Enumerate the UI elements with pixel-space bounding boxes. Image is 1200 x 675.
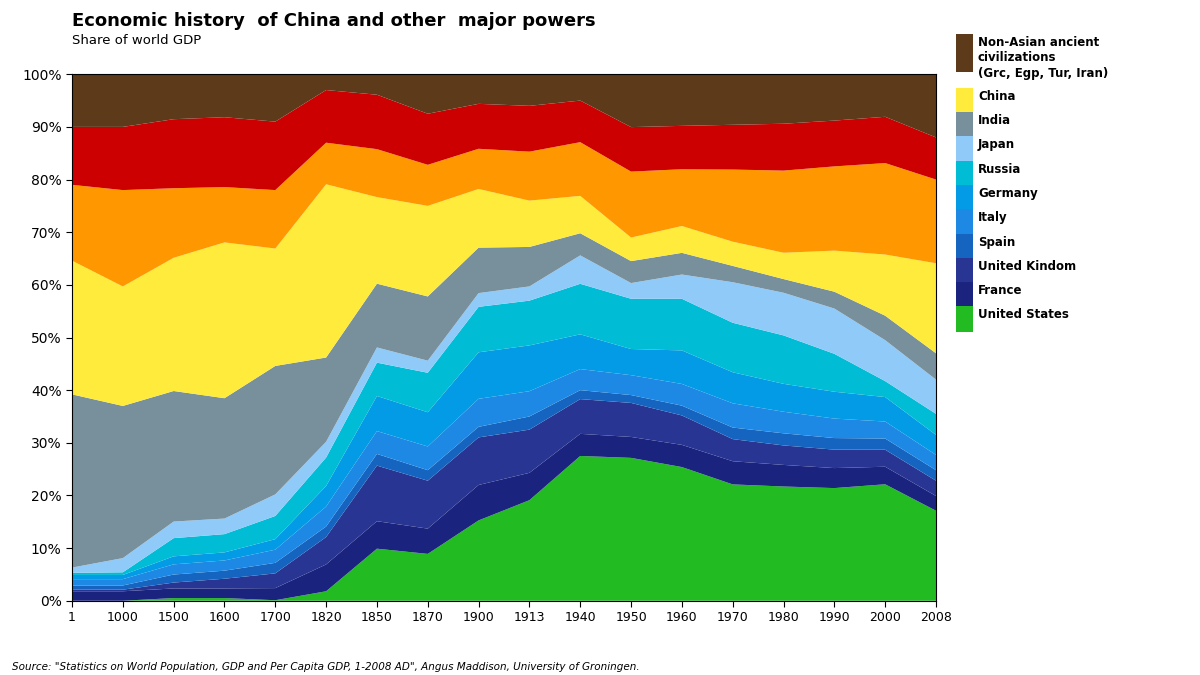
Text: Japan: Japan [978,138,1015,151]
Text: China: China [978,90,1015,103]
Text: France: France [978,284,1022,297]
Text: Italy: Italy [978,211,1008,224]
Text: United States: United States [978,308,1069,321]
Text: United Kindom: United Kindom [978,260,1076,273]
Text: Source: "Statistics on World Population, GDP and Per Capita GDP, 1-2008 AD", Ang: Source: "Statistics on World Population,… [12,662,640,672]
Text: India: India [978,114,1012,127]
Text: Spain: Spain [978,236,1015,248]
Text: Russia: Russia [978,163,1021,176]
Text: Share of world GDP: Share of world GDP [72,34,202,47]
Text: Non-Asian ancient
civilizations
(Grc, Egp, Tur, Iran): Non-Asian ancient civilizations (Grc, Eg… [978,36,1109,80]
Text: Economic history  of China and other  major powers: Economic history of China and other majo… [72,12,595,30]
Text: Germany: Germany [978,187,1038,200]
